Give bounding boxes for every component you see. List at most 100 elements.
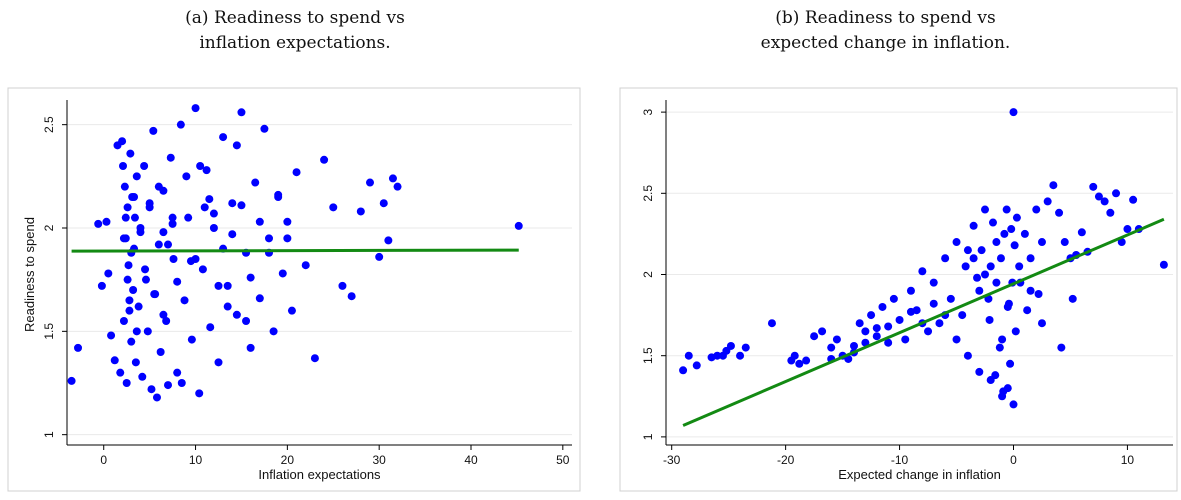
chart-b-point-68 (1112, 189, 1121, 198)
chart-b-point-42 (969, 221, 978, 230)
chart-a-point-81 (366, 178, 374, 187)
chart-b-xtick-label-1: -20 (777, 453, 795, 467)
chart-b-point-41 (963, 246, 972, 255)
chart-a-point-48 (184, 213, 193, 222)
chart-a-point-122 (242, 317, 251, 325)
chart-a-point-43 (166, 153, 175, 162)
chart-a-point-112 (255, 217, 264, 226)
chart-a-point-86 (393, 182, 402, 191)
chart-a-point-46 (176, 120, 185, 129)
chart-a-point-91 (125, 296, 134, 305)
chart-b-point-71 (1129, 195, 1138, 204)
chart-b-point-73 (1159, 260, 1168, 269)
chart-a-point-61 (237, 108, 246, 117)
chart-b-point-114 (861, 327, 870, 336)
caption-b: (b) Readiness to spend vs expected chang… (590, 6, 1181, 56)
chart-a-xtick-label-4: 40 (464, 453, 478, 467)
chart-a-point-39 (156, 348, 165, 356)
chart-a-point-106 (200, 203, 209, 212)
chart-a-point-47 (180, 296, 189, 305)
chart-a-point-25 (131, 358, 140, 367)
chart-b-point-93 (1011, 327, 1020, 336)
chart-a-point-57 (219, 133, 228, 142)
chart-b-point-69 (1117, 238, 1126, 247)
chart-a-x-axis-title: Inflation expectations (258, 467, 381, 482)
chart-a-point-3 (97, 281, 106, 290)
chart-b-point-46 (992, 238, 1001, 247)
chart-a-point-114 (274, 190, 283, 199)
chart-b-point-64 (1089, 182, 1098, 191)
chart-a-ytick-label-2: 2 (42, 224, 56, 231)
chart-b-point-70 (1123, 225, 1132, 234)
chart-a-point-6 (107, 331, 116, 340)
chart-b-ytick-label-1: 1.5 (641, 347, 655, 364)
chart-b-point-105 (991, 371, 1000, 380)
chart-b-point-50 (1012, 213, 1021, 222)
chart-b-point-86 (1026, 286, 1035, 295)
chart-b-point-33 (918, 267, 927, 276)
chart-b-point-29 (895, 315, 904, 324)
chart-a-point-85 (388, 174, 397, 183)
chart-b-point-89 (988, 218, 997, 227)
chart-a-point-96 (141, 265, 150, 274)
chart-a-xtick-label-3: 30 (373, 453, 387, 467)
chart-a-point-67 (265, 234, 273, 243)
chart-b-xtick-label-0: -30 (663, 453, 681, 467)
chart-b-point-17 (827, 343, 836, 352)
chart-a-point-80 (356, 207, 365, 216)
chart-b-point-74 (1009, 400, 1018, 409)
chart-b-point-96 (973, 273, 982, 282)
chart-a-point-111 (246, 273, 255, 282)
chart-a-point-89 (121, 213, 130, 222)
chart-b-point-24 (867, 311, 876, 320)
chart-b-frame (619, 87, 1178, 492)
caption-a-line-2: inflation expectations. (199, 33, 391, 53)
chart-b-point-27 (884, 322, 893, 331)
chart-b-point-101 (996, 254, 1005, 263)
chart-b-point-103 (1004, 299, 1013, 308)
chart-a-point-55 (209, 224, 218, 232)
chart-a-point-4 (102, 217, 111, 226)
chart-b-point-38 (946, 294, 955, 303)
chart-a-point-79 (347, 292, 356, 301)
chart-a-xtick-label-1: 10 (189, 453, 203, 467)
chart-a-point-18 (125, 306, 134, 315)
chart-b-point-113 (884, 338, 893, 347)
chart-a-point-87 (514, 221, 523, 230)
chart-a-point-49 (187, 335, 196, 344)
chart-a-point-84 (384, 236, 393, 245)
chart-b-xtick-label-3: 0 (1010, 453, 1017, 467)
chart-b-point-88 (1000, 229, 1009, 238)
chart-a-point-98 (150, 290, 159, 299)
chart-b-point-77 (975, 367, 984, 376)
chart-b-point-108 (872, 324, 881, 333)
scatter-chart-a: 1 1.5 2 2.5 0 10 20 30 40 50 Inflation expectation… (7, 87, 581, 492)
caption-b-line-1: (b) Readiness to spend vs (775, 8, 996, 28)
chart-a-point-27 (134, 302, 143, 311)
chart-a-point-20 (127, 337, 136, 346)
chart-a-point-59 (228, 199, 237, 208)
chart-a-point-71 (283, 217, 292, 226)
chart-a-point-41 (162, 317, 171, 325)
chart-b-point-78 (963, 351, 972, 360)
chart-b-point-43 (975, 286, 984, 295)
chart-b-point-36 (935, 319, 944, 328)
chart-b-point-87 (1037, 319, 1046, 328)
chart-a-ytick-label-1: 1.5 (42, 323, 56, 340)
chart-b-point-79 (952, 335, 961, 344)
chart-b-point-112 (929, 299, 938, 308)
chart-a-point-7 (110, 356, 119, 365)
chart-a-point-0 (67, 376, 76, 385)
chart-a-point-83 (379, 199, 388, 208)
chart-a-point-103 (173, 277, 182, 286)
chart-b-point-57 (1049, 181, 1058, 190)
chart-b-point-49 (1009, 108, 1018, 117)
chart-a-point-90 (123, 275, 132, 284)
chart-b-point-28 (889, 294, 898, 303)
chart-a-ytick-label-3: 2.5 (42, 116, 56, 133)
chart-b-ytick-label-0: 1 (641, 433, 655, 440)
chart-a-point-75 (310, 354, 319, 363)
chart-a-point-63 (246, 343, 255, 352)
chart-a-point-123 (159, 228, 168, 237)
chart-a-point-42 (164, 381, 172, 390)
